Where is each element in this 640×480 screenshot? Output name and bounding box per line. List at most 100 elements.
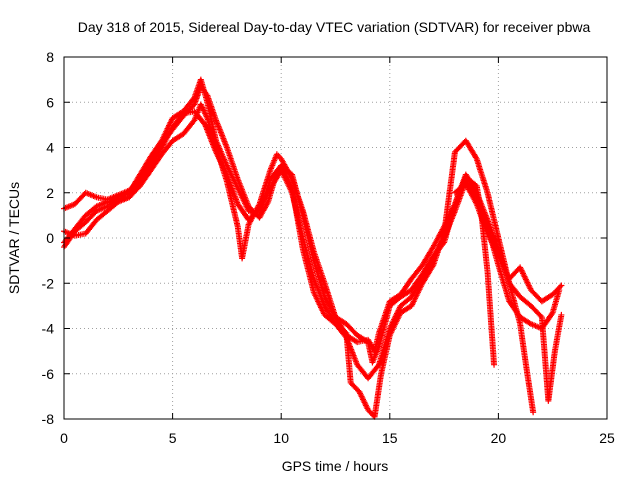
trace-markers <box>202 123 219 154</box>
trace-markers <box>387 304 403 330</box>
trace-markers <box>311 259 328 299</box>
trace-markers <box>322 281 338 319</box>
x-tick-label: 20 <box>491 430 507 446</box>
y-tick-label: -8 <box>42 411 55 427</box>
trace-markers <box>148 145 164 168</box>
trace-markers <box>105 195 120 209</box>
trace-markers <box>333 322 348 335</box>
trace-markers <box>224 164 240 190</box>
trace-markers <box>550 288 562 314</box>
y-tick-label: 0 <box>46 230 54 246</box>
trace-markers <box>171 109 186 121</box>
x-tick-label: 5 <box>169 430 177 446</box>
trace-markers <box>116 190 131 200</box>
trace-markers <box>344 322 359 337</box>
trace-markers <box>507 299 523 319</box>
trace-markers <box>441 150 458 235</box>
trace-markers <box>198 103 210 120</box>
trace-markers <box>127 173 143 195</box>
trace-markers <box>257 177 273 217</box>
trace-markers <box>496 254 512 281</box>
trace-markers <box>366 363 381 380</box>
trace-markers <box>275 152 283 161</box>
trace-markers <box>378 333 393 376</box>
trace-markers <box>84 190 98 200</box>
trace-markers <box>192 109 208 127</box>
trace-markers <box>148 139 164 159</box>
trace-markers <box>552 313 565 353</box>
trace-markers <box>181 118 197 136</box>
x-tick-label: 0 <box>60 430 68 446</box>
trace-markers <box>224 146 241 181</box>
data-series-4 <box>61 76 565 420</box>
data-layer <box>61 76 565 420</box>
tick-layer: 0 5 10 15 20 25 -8 -6 -4 -2 0 2 4 6 8 <box>42 49 615 446</box>
trace-markers <box>300 209 317 253</box>
trace-markers <box>517 322 530 371</box>
trace-markers <box>191 84 204 106</box>
trace-markers <box>420 245 436 267</box>
trace-markers <box>311 290 327 317</box>
trace-markers <box>95 204 109 214</box>
trace-markers <box>409 281 425 308</box>
trace-markers <box>463 139 479 161</box>
trace-markers <box>420 263 436 285</box>
trace-markers <box>518 315 533 327</box>
y-axis-label: SDTVAR / TECUs <box>6 182 22 294</box>
data-point <box>558 282 565 289</box>
trace-markers <box>311 250 328 285</box>
trace-markers <box>289 186 306 251</box>
trace-markers <box>159 116 175 143</box>
y-tick-label: 6 <box>46 94 54 110</box>
trace-markers <box>463 173 479 195</box>
data-point <box>530 409 537 416</box>
trace-markers <box>279 157 295 181</box>
trace-markers <box>159 139 175 156</box>
trace-markers <box>171 131 186 143</box>
trace-markers <box>463 182 479 206</box>
trace-markers <box>198 78 210 104</box>
trace-markers <box>343 331 354 385</box>
trace-markers <box>431 225 447 249</box>
trace-markers <box>83 218 99 236</box>
trace-markers <box>523 367 536 414</box>
trace-markers <box>399 303 414 315</box>
trace-markers <box>517 265 534 292</box>
trace-markers <box>484 191 501 240</box>
trace-markers <box>61 229 77 249</box>
trace-markers <box>300 247 317 294</box>
trace-markers <box>213 118 230 149</box>
data-point <box>491 361 498 368</box>
trace-markers <box>204 100 219 143</box>
trace-markers <box>311 277 327 308</box>
trace-markers <box>62 201 77 211</box>
trace-markers <box>278 164 295 190</box>
chart-title: Day 318 of 2015, Sidereal Day-to-day VTE… <box>78 19 591 35</box>
trace-markers <box>137 154 153 177</box>
trace-markers <box>474 202 490 235</box>
trace-markers <box>399 295 414 308</box>
trace-markers <box>409 263 425 281</box>
data-point <box>365 406 372 413</box>
y-tick-label: -2 <box>42 275 55 291</box>
y-tick-label: 8 <box>46 49 54 65</box>
trace-markers <box>388 292 403 304</box>
trace-markers <box>348 381 362 394</box>
y-tick-label: 4 <box>46 140 54 156</box>
trace-markers <box>485 232 501 258</box>
trace-markers <box>495 263 512 303</box>
trace-markers <box>372 331 382 353</box>
x-axis-label: GPS time / hours <box>282 458 389 474</box>
trace-markers <box>387 311 403 337</box>
trace-markers <box>181 96 197 113</box>
trace-markers <box>430 232 447 267</box>
trace-markers <box>484 270 497 367</box>
trace-markers <box>84 204 99 218</box>
trace-markers <box>268 168 284 190</box>
trace-markers <box>213 150 230 177</box>
trace-markers <box>83 209 99 224</box>
trace-markers <box>94 209 110 222</box>
trace-markers <box>235 186 251 213</box>
